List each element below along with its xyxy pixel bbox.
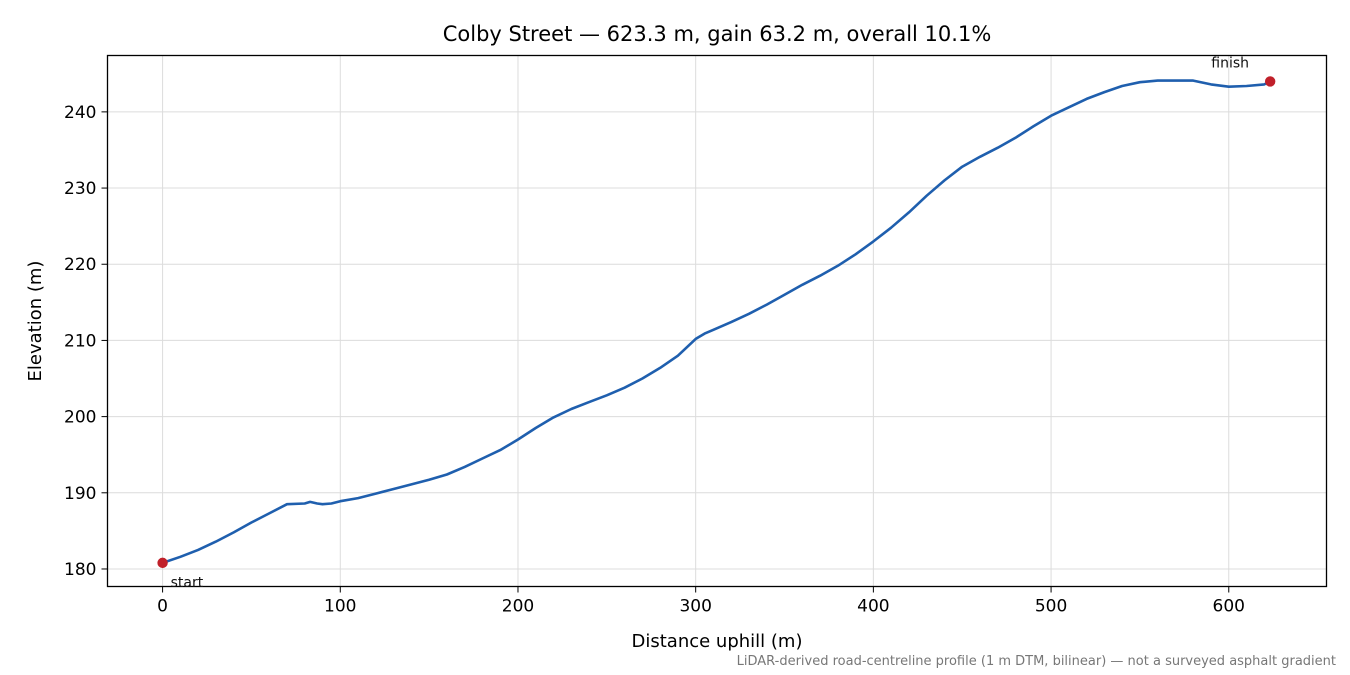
x-tick-label: 100 [324, 597, 356, 617]
series-layer [161, 79, 1272, 565]
y-tick-label: 210 [64, 331, 96, 351]
finish-marker [1264, 76, 1276, 87]
gridlines [107, 55, 1327, 587]
x-tick-label: 0 [157, 597, 168, 617]
x-tick-label: 200 [502, 597, 534, 617]
chart-title: Colby Street — 623.3 m, gain 63.2 m, ove… [443, 22, 992, 46]
x-tick-label: 500 [1035, 597, 1067, 617]
y-tick-label: 220 [64, 255, 96, 275]
y-axis-label: Elevation (m) [25, 261, 46, 382]
y-tick-label: 200 [64, 408, 96, 428]
x-axis-label: Distance uphill (m) [632, 631, 803, 652]
x-tick-label: 600 [1213, 597, 1245, 617]
x-tick-label: 400 [857, 597, 889, 617]
y-axis: 180 190 200 210 220 230 240 [64, 103, 108, 580]
start-marker [157, 557, 168, 569]
finish-label: finish [1211, 55, 1249, 71]
elevation-profile-line [161, 79, 1272, 565]
y-tick-label: 180 [64, 560, 96, 580]
annotations: start finish [157, 55, 1276, 591]
x-axis: 0 100 200 300 400 500 600 [157, 586, 1245, 617]
y-tick-label: 240 [64, 103, 96, 123]
footnote: LiDAR-derived road-centreline profile (1… [737, 654, 1336, 669]
y-tick-label: 190 [64, 484, 96, 504]
y-tick-label: 230 [64, 179, 96, 199]
x-tick-label: 300 [679, 597, 711, 617]
plot-frame [106, 54, 1328, 588]
start-label: start [171, 575, 204, 591]
